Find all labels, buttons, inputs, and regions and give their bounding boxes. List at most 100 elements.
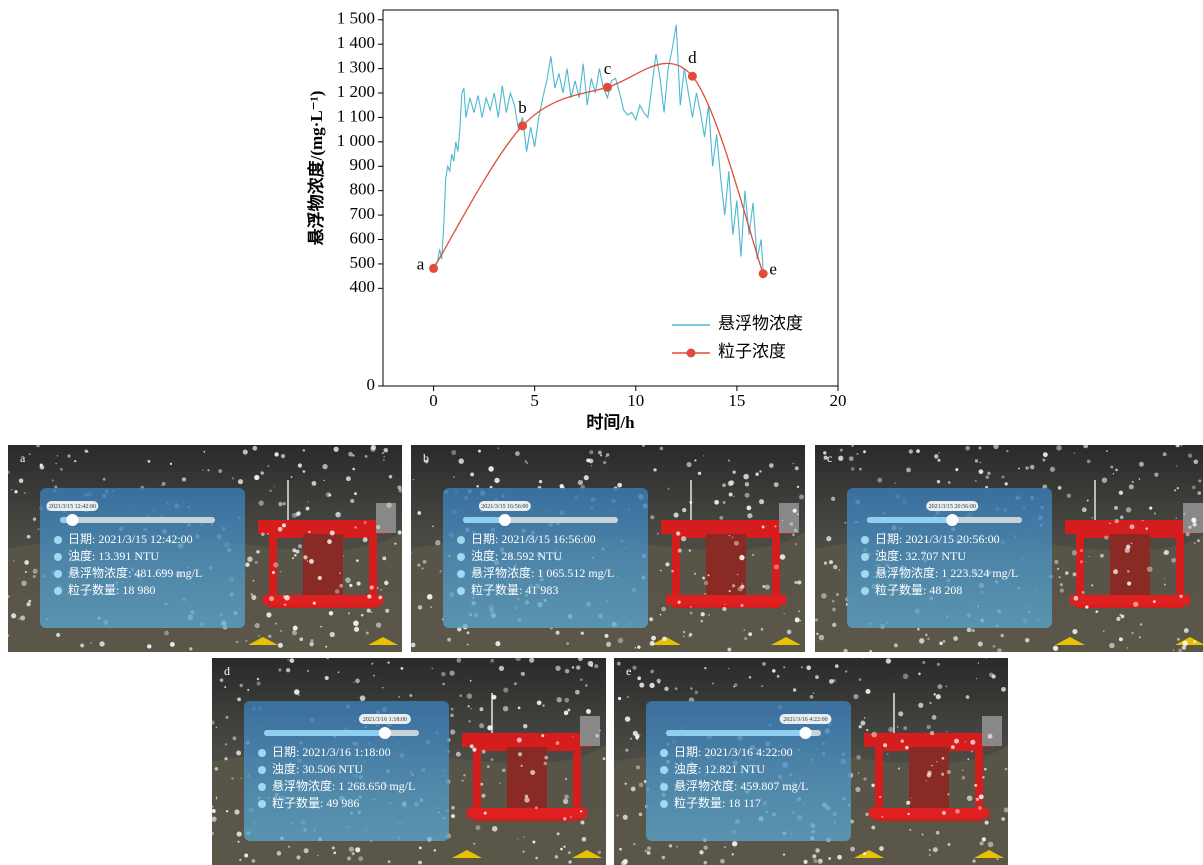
- snow: [325, 646, 327, 648]
- snow: [348, 452, 353, 457]
- snow: [606, 642, 611, 647]
- snow: [294, 689, 300, 695]
- snow: [936, 694, 941, 699]
- snow: [668, 488, 670, 490]
- slider-knob: [946, 514, 958, 526]
- snow: [1182, 641, 1187, 646]
- snow: [922, 661, 925, 664]
- snow: [1113, 473, 1114, 474]
- snow: [225, 743, 227, 745]
- snow: [733, 496, 734, 497]
- snow: [988, 842, 994, 848]
- snow: [815, 848, 820, 853]
- snow: [864, 717, 865, 718]
- info-line: 浊度: 12.821 NTU: [674, 761, 765, 776]
- snow: [320, 626, 322, 628]
- snow: [357, 581, 361, 585]
- snow: [1056, 445, 1062, 451]
- snow: [307, 670, 309, 672]
- snow: [565, 778, 567, 780]
- snow: [618, 638, 623, 643]
- snow: [975, 480, 977, 482]
- snow: [978, 446, 981, 449]
- snow: [1179, 595, 1182, 598]
- snow: [837, 855, 842, 860]
- bullet: [660, 749, 668, 757]
- snow: [299, 637, 303, 641]
- snow: [683, 631, 686, 634]
- snow: [1082, 507, 1087, 512]
- snow: [871, 826, 875, 830]
- legend-label: 悬浮物浓度: [718, 314, 803, 333]
- snow: [296, 855, 300, 859]
- snow: [1104, 536, 1108, 540]
- snow: [367, 609, 371, 613]
- snow: [535, 857, 538, 860]
- snow: [636, 765, 640, 769]
- snow: [761, 685, 763, 687]
- snow: [918, 703, 923, 708]
- snow: [722, 607, 726, 611]
- snow: [1173, 650, 1174, 651]
- screenshot-panel: 2021/3/16 1:18:00日期: 2021/3/16 1:18:00浊度…: [211, 656, 606, 865]
- snow: [367, 594, 371, 598]
- y-tick-label: 0: [367, 375, 376, 394]
- bullet: [457, 570, 465, 578]
- snow: [931, 765, 932, 766]
- snow: [495, 641, 500, 646]
- snow: [56, 633, 60, 637]
- snow: [774, 525, 776, 527]
- snow: [313, 602, 316, 605]
- snow: [979, 469, 984, 474]
- panel-scene: 2021/3/16 4:22:00日期: 2021/3/16 4:22:00浊度…: [614, 657, 1009, 865]
- snow: [704, 581, 708, 585]
- snow: [430, 606, 432, 608]
- snow: [327, 539, 332, 544]
- snow: [1188, 454, 1192, 458]
- snow: [237, 831, 242, 836]
- snow: [975, 459, 978, 462]
- snow: [394, 542, 396, 544]
- snow: [288, 846, 290, 848]
- snow: [694, 573, 696, 575]
- snow: [307, 560, 308, 561]
- snow: [1131, 543, 1133, 545]
- bullet: [457, 553, 465, 561]
- legend-label: 粒子浓度: [718, 342, 786, 361]
- x-tick-label: 15: [728, 391, 745, 410]
- snow: [329, 611, 334, 616]
- snow: [307, 501, 308, 502]
- snow: [723, 501, 726, 504]
- snow: [273, 562, 278, 567]
- snow: [617, 483, 622, 488]
- snow: [226, 810, 228, 812]
- snow: [472, 748, 476, 752]
- snow: [161, 485, 162, 486]
- snow: [247, 689, 249, 691]
- snow: [598, 851, 601, 854]
- snow: [832, 600, 835, 603]
- snow: [52, 479, 54, 481]
- snow: [460, 695, 462, 697]
- snow: [734, 683, 737, 686]
- snow: [702, 577, 705, 580]
- snow: [478, 450, 481, 453]
- snow: [182, 477, 186, 481]
- snow: [211, 832, 214, 835]
- snow: [544, 762, 548, 766]
- snow: [451, 450, 456, 455]
- snow: [216, 797, 217, 798]
- panels: 2021/3/15 12:42:00日期: 2021/3/15 12:42:00…: [7, 443, 1203, 865]
- snow: [358, 856, 363, 861]
- snow: [761, 628, 764, 631]
- panel-label: c: [827, 451, 832, 465]
- snow: [774, 564, 779, 569]
- y-tick-label: 1 200: [337, 82, 375, 101]
- snow: [382, 687, 383, 688]
- snow: [243, 449, 248, 454]
- snow: [1184, 628, 1189, 633]
- snow: [347, 856, 351, 860]
- snow: [637, 676, 641, 680]
- snow: [738, 586, 743, 591]
- snow: [747, 513, 752, 518]
